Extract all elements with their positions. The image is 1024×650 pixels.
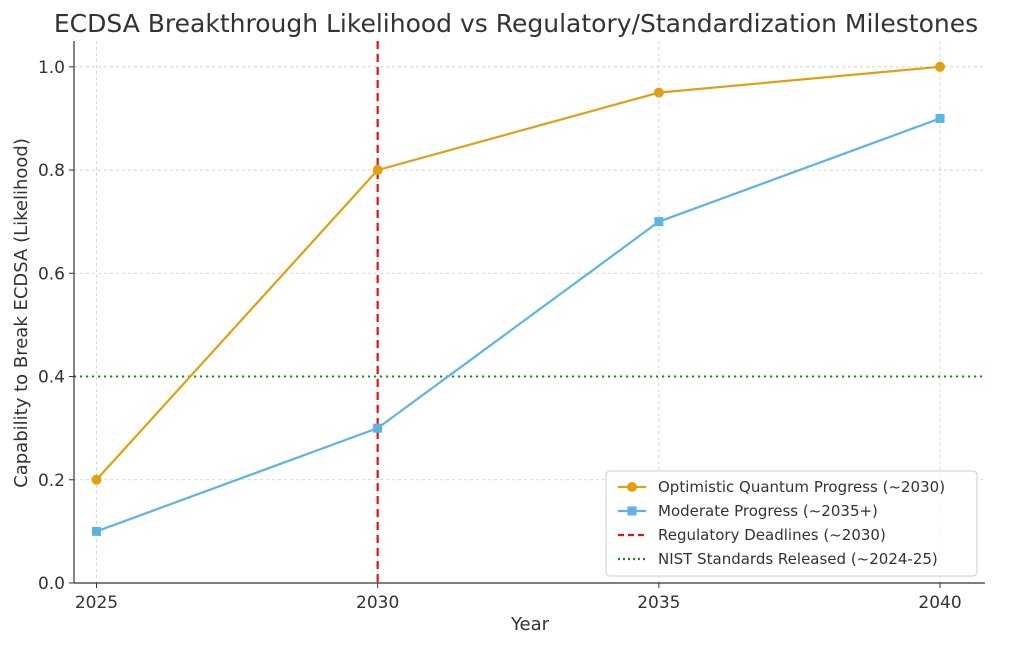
series-group [91,61,946,536]
x-axis-label: Year [510,614,550,635]
x-tick-label: 2025 [75,593,118,613]
legend-frame [605,470,978,577]
series-line-0 [95,65,941,481]
legend-marker [627,482,637,492]
legend-label: Moderate Progress (~2035+) [658,502,878,520]
legend-marker [627,506,637,516]
data-point [373,423,383,433]
reference-lines [74,41,985,583]
y-tick-label: 0.4 [38,368,65,388]
data-point [653,87,664,98]
legend-label: NIST Standards Released (~2024-25) [658,550,938,568]
data-point [935,113,945,123]
data-point [91,526,101,536]
series-line-1 [96,117,941,533]
y-tick-label: 0.2 [38,471,65,491]
x-tick-label: 2040 [918,593,961,613]
y-tick-label: 1.0 [38,58,65,78]
y-tick-label: 0.0 [38,574,65,594]
y-tick-label: 0.8 [38,161,65,181]
x-tick-label: 2035 [637,593,680,613]
y-tick-label: 0.6 [38,264,65,284]
chart-title: ECDSA Breakthrough Likelihood vs Regulat… [54,9,978,38]
x-tick-label: 2030 [356,593,399,613]
axes: 2025 2030 2035 2040 0.0 0.2 0.4 0.6 0.8 1.0 [38,41,985,613]
data-point [654,217,664,227]
legend: Optimistic Quantum Progress (~2030) Moder… [605,470,978,577]
legend-items: Optimistic Quantum Progress (~2030) Moder… [618,478,945,568]
data-point [935,61,946,72]
data-point [372,165,383,176]
legend-label: Regulatory Deadlines (~2030) [658,526,886,544]
legend-label: Optimistic Quantum Progress (~2030) [658,478,945,496]
data-point [91,474,102,485]
y-axis-label: Capability to Break ECDSA (Likelihood) [11,138,32,488]
